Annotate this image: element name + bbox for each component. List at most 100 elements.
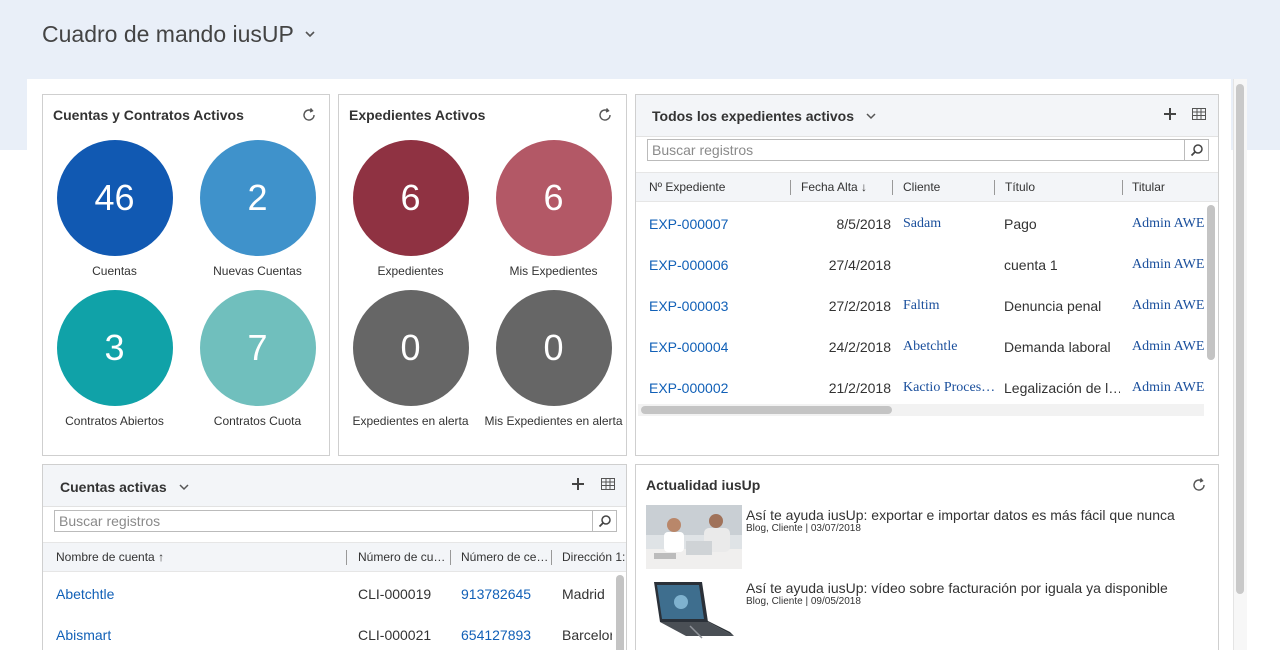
table-row[interactable]: EXP-000006 27/4/2018 cuenta 1 Admin AWE (636, 244, 1206, 285)
numero-celular[interactable]: 913782645 (461, 586, 532, 602)
column-header-expediente[interactable]: Nº Expediente (649, 180, 726, 194)
chevron-down-icon (304, 27, 318, 41)
refresh-icon[interactable] (597, 107, 613, 123)
cliente[interactable]: Sadam (903, 216, 942, 231)
search-icon[interactable] (1184, 140, 1208, 160)
expediente-id[interactable]: EXP-000007 (649, 216, 729, 232)
column-header-numero-celular[interactable]: Número de ce… (461, 550, 549, 564)
tile-mis-expedientes-alerta[interactable]: 0 Mis Expedientes en alerta (482, 290, 625, 428)
chevron-down-icon (866, 113, 876, 120)
tile-circle[interactable]: 0 (352, 290, 469, 406)
view-selector[interactable]: Cuentas activas (60, 479, 189, 495)
table-row[interactable]: EXP-000003 27/2/2018 Faltim Denuncia pen… (636, 285, 1206, 326)
expediente-id[interactable]: EXP-000006 (649, 257, 729, 273)
column-header-nombre[interactable]: Nombre de cuenta ↑ (56, 543, 164, 571)
titular[interactable]: Admin AWE (1132, 257, 1205, 272)
dashboard-selector[interactable]: Cuadro de mando iusUP (42, 18, 318, 50)
fecha-alta: 24/2/2018 (828, 339, 891, 355)
table-row[interactable]: EXP-000004 24/2/2018 Abetchtle Demanda l… (636, 326, 1206, 367)
table-row[interactable]: EXP-000007 8/5/2018 Sadam Pago Admin AWE (636, 203, 1206, 244)
column-header-titulo[interactable]: Título (1005, 180, 1036, 194)
fecha-alta: 27/4/2018 (828, 257, 891, 273)
tile-label: Nuevas Cuentas (213, 264, 302, 278)
news-meta: Blog, Cliente | 09/05/2018 (746, 596, 861, 607)
news-item[interactable]: Así te ayuda iusUp: exportar e importar … (646, 505, 1206, 569)
column-header-titular[interactable]: Titular (1132, 180, 1165, 194)
tile-nuevas-cuentas[interactable]: 2 Nuevas Cuentas (186, 140, 329, 278)
tile-label: Mis Expedientes en alerta (484, 414, 623, 428)
news-meta: Blog, Cliente | 03/07/2018 (746, 523, 861, 534)
titular[interactable]: Admin AWE (1132, 339, 1205, 354)
column-header-cliente[interactable]: Cliente (903, 180, 941, 194)
add-icon[interactable] (1162, 106, 1180, 124)
tile-cuentas[interactable]: 46 Cuentas (43, 140, 186, 278)
expediente-id[interactable]: EXP-000002 (649, 380, 729, 396)
cliente[interactable]: Abetchtle (903, 339, 958, 354)
grid-view-icon[interactable] (601, 477, 619, 495)
add-icon[interactable] (570, 476, 588, 494)
column-header-numero-cuenta[interactable]: Número de cu… (358, 550, 446, 564)
grid-view-icon[interactable] (1192, 107, 1210, 125)
tile-expedientes[interactable]: 6 Expedientes (339, 140, 482, 278)
news-item[interactable]: Así te ayuda iusUp: vídeo sobre facturac… (646, 578, 1206, 642)
tile-circle[interactable]: 0 (495, 290, 612, 406)
tile-circle[interactable]: 6 (495, 140, 612, 256)
column-separator (790, 180, 791, 195)
column-header-fecha[interactable]: Fecha Alta ↓ (801, 173, 867, 201)
tile-label: Cuentas (92, 264, 137, 278)
nombre-cuenta[interactable]: Abetchtle (56, 586, 115, 602)
titular[interactable]: Admin AWE (1132, 216, 1205, 231)
grid-horizontal-scrollbar[interactable] (641, 406, 892, 414)
column-separator (450, 550, 451, 565)
search-box (54, 510, 617, 532)
table-row[interactable]: Abismart CLI-000021 654127893 Barcelor (43, 614, 613, 650)
tile-circle[interactable]: 46 (56, 140, 173, 256)
cuentas-view-panel: Cuentas activas Nombre de cuenta ↑ Númer… (42, 464, 627, 650)
tile-contratos-cuota[interactable]: 7 Contratos Cuota (186, 290, 329, 428)
tile-expedientes-alerta[interactable]: 0 Expedientes en alerta (339, 290, 482, 428)
news-thumbnail (646, 505, 742, 569)
tile-circle[interactable]: 3 (56, 290, 173, 406)
numero-celular[interactable]: 654127893 (461, 627, 532, 643)
page-scrollbar-thumb[interactable] (1236, 84, 1244, 594)
tile-label: Contratos Abiertos (65, 414, 164, 428)
titular[interactable]: Admin AWE (1132, 298, 1205, 313)
direccion: Madrid (562, 586, 605, 602)
titular[interactable]: Admin AWE (1132, 380, 1205, 395)
search-input[interactable] (648, 140, 1182, 160)
refresh-icon[interactable] (1191, 477, 1207, 493)
tile-circle[interactable]: 2 (199, 140, 316, 256)
expedientes-activos-panel: Expedientes Activos 6 Expedientes 6 Mis … (338, 94, 627, 456)
grid-vertical-scrollbar[interactable] (1207, 205, 1215, 360)
fecha-alta: 27/2/2018 (828, 298, 891, 314)
column-header-label: Fecha Alta (801, 180, 858, 194)
chevron-down-icon (179, 484, 189, 491)
search-box (647, 139, 1209, 161)
grid-vertical-scrollbar[interactable] (616, 575, 624, 650)
refresh-icon[interactable] (301, 107, 317, 123)
search-input[interactable] (55, 511, 590, 531)
view-title: Cuentas activas (60, 479, 167, 495)
tile-circle[interactable]: 6 (352, 140, 469, 256)
tile-contratos-abiertos[interactable]: 3 Contratos Abiertos (43, 290, 186, 428)
table-row[interactable]: Abetchtle CLI-000019 913782645 Madrid (43, 573, 613, 614)
column-header-direccion[interactable]: Dirección 1: (562, 550, 626, 564)
arrow-up-icon: ↑ (158, 550, 165, 564)
grid-header: Nº Expediente Fecha Alta ↓ Cliente Títul… (636, 172, 1218, 202)
nombre-cuenta[interactable]: Abismart (56, 627, 112, 643)
tile-mis-expedientes[interactable]: 6 Mis Expedientes (482, 140, 625, 278)
cliente[interactable]: Kactio Proces… (903, 380, 995, 395)
column-header-label: Nombre de cuenta (56, 550, 155, 564)
tile-circle[interactable]: 7 (199, 290, 316, 406)
expediente-id[interactable]: EXP-000004 (649, 339, 729, 355)
cuentas-contratos-panel: Cuentas y Contratos Activos 46 Cuentas 2… (42, 94, 330, 456)
view-selector[interactable]: Todos los expedientes activos (652, 108, 876, 124)
news-title[interactable]: Así te ayuda iusUp: vídeo sobre facturac… (746, 580, 1168, 596)
cliente[interactable]: Faltim (903, 298, 940, 313)
titulo: Pago (1004, 216, 1037, 232)
expediente-id[interactable]: EXP-000003 (649, 298, 729, 314)
table-row[interactable]: EXP-000002 21/2/2018 Kactio Proces… Lega… (636, 367, 1206, 408)
news-title[interactable]: Así te ayuda iusUp: exportar e importar … (746, 507, 1175, 523)
titulo: cuenta 1 (1004, 257, 1058, 273)
search-icon[interactable] (592, 511, 616, 531)
